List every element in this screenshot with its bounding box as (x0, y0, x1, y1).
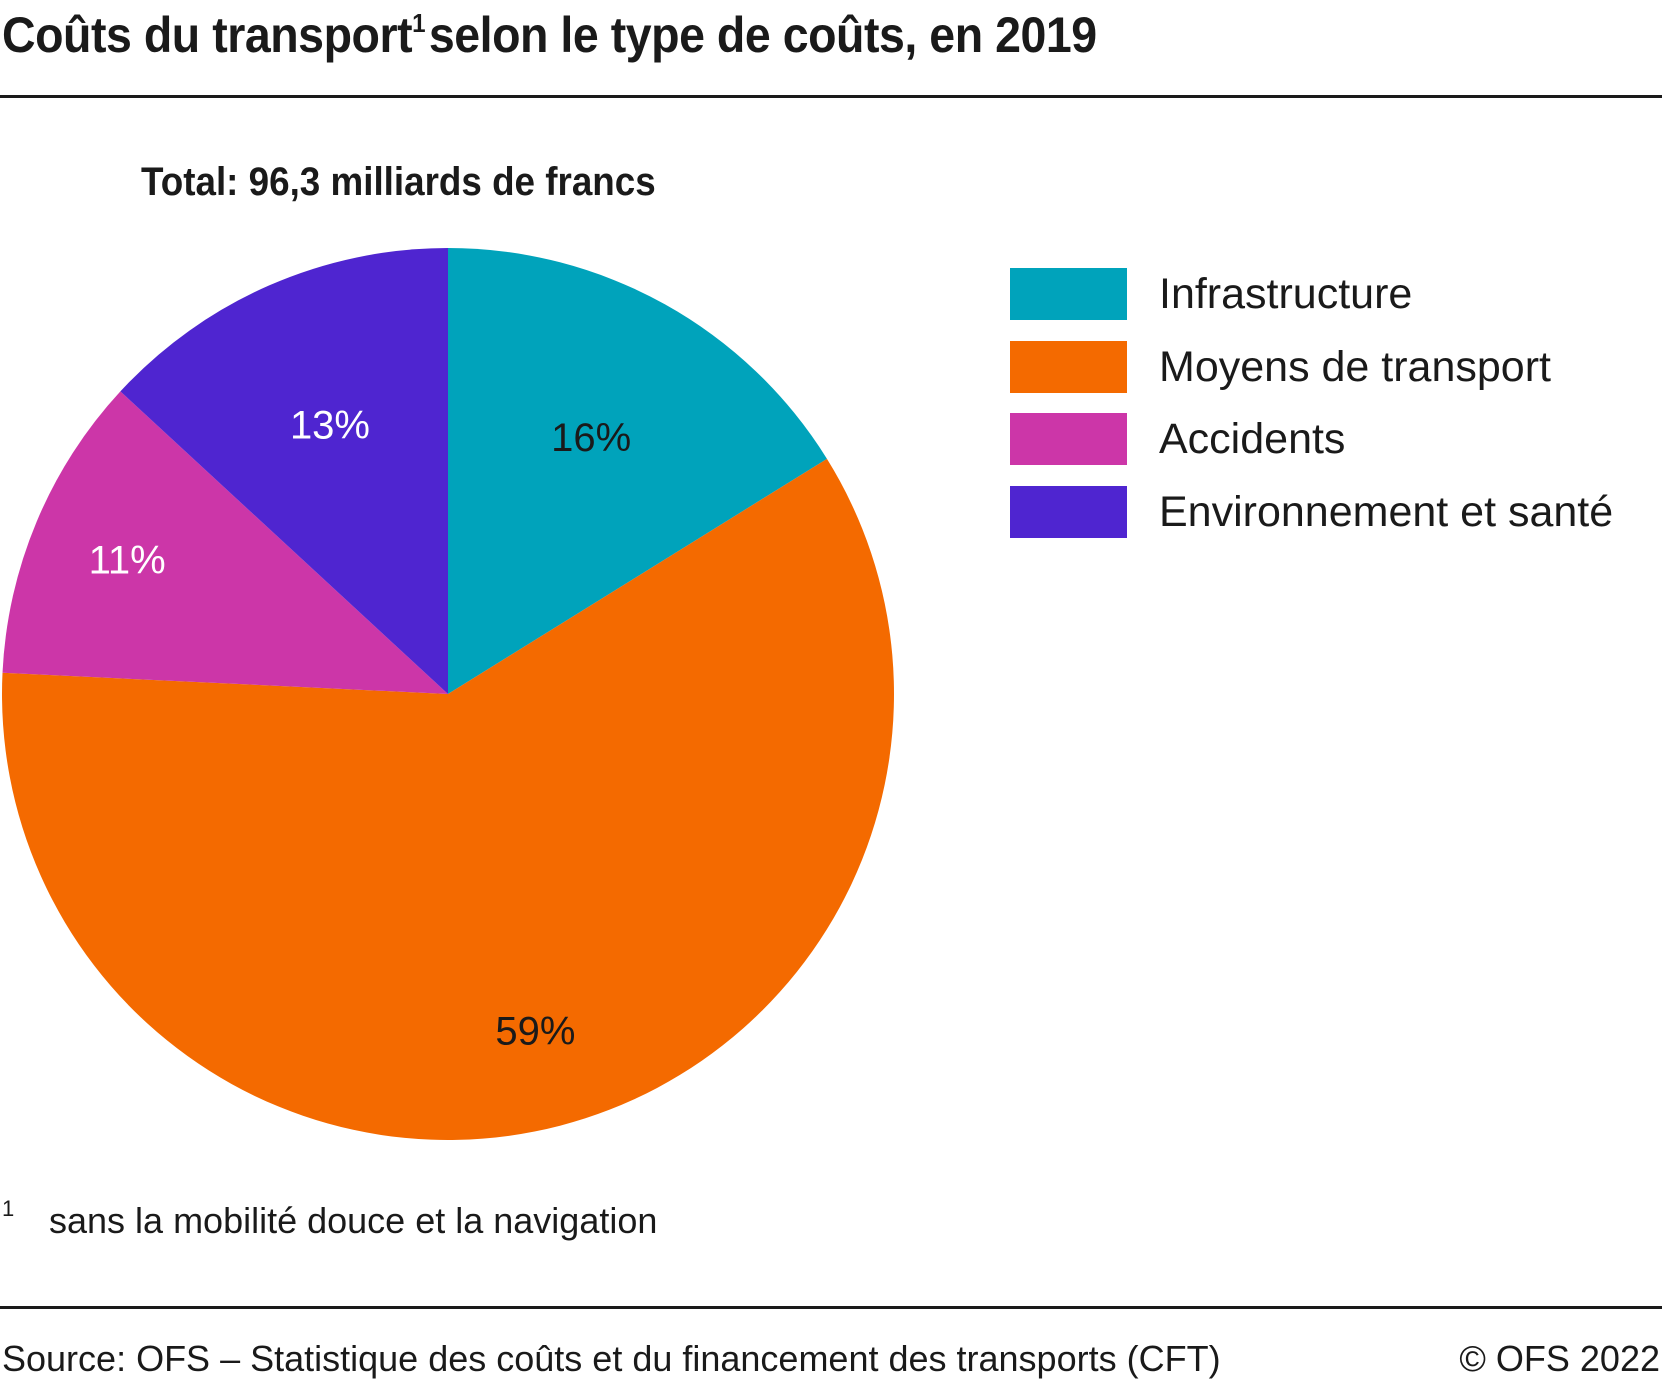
top-divider (0, 95, 1662, 98)
chart-title-rest: selon le type de coûts, en 2019 (428, 7, 1097, 63)
slice-label-infrastructure: 16% (551, 416, 631, 460)
footnote-text: sans la mobilité douce et la navigation (49, 1200, 658, 1241)
pie-slice-environnement-et-sante (120, 248, 448, 694)
legend-swatch (1010, 340, 1127, 393)
footnote-marker: 1 (2, 1196, 15, 1221)
legend-item-environnement-et-sante: Environnement et santé (1010, 485, 1614, 559)
title-footnote-marker: 1 (412, 8, 426, 38)
chart-title-main: Coûts du transport (2, 7, 413, 63)
source-text: Source: OFS – Statistique des coûts et d… (2, 1338, 1221, 1379)
legend-item-accidents: Accidents (1010, 413, 1613, 486)
pie-labels: 16% 59% 11% 13% (89, 403, 632, 1053)
pie-slice-infrastructure (448, 248, 827, 694)
pie-slice-accidents (2, 391, 449, 694)
legend-swatch (1010, 485, 1127, 538)
slice-label-environnement-et-sante: 13% (290, 403, 370, 447)
legend-label: Infrastructure (1159, 270, 1413, 318)
legend-label: Accidents (1159, 415, 1346, 463)
slice-label-moyens-de-transport: 59% (495, 1010, 575, 1054)
chart-subtitle: Total: 96,3 milliards de francs (141, 160, 656, 204)
legend-item-infrastructure: Infrastructure (1010, 268, 1613, 341)
legend-swatch (1010, 268, 1127, 320)
pie-chart: 16% 59% 11% 13% (2, 248, 894, 1141)
pie-slices (2, 248, 894, 1141)
legend-label: Moyens de transport (1159, 342, 1551, 391)
chart-legend: Infrastructure Moyens de transport Accid… (1010, 268, 1613, 558)
legend-label: Environnement et santé (1159, 487, 1614, 536)
legend-item-moyens-de-transport: Moyens de transport (1010, 340, 1613, 414)
pie-slice-moyens-de-transport (2, 458, 894, 1141)
copyright-text: © OFS 2022 (1459, 1338, 1660, 1379)
slice-label-accidents: 11% (89, 539, 166, 583)
bottom-divider (0, 1306, 1662, 1309)
legend-swatch (1010, 413, 1127, 465)
chart-title: Coûts du transport1selon le type de coût… (2, 6, 1097, 64)
